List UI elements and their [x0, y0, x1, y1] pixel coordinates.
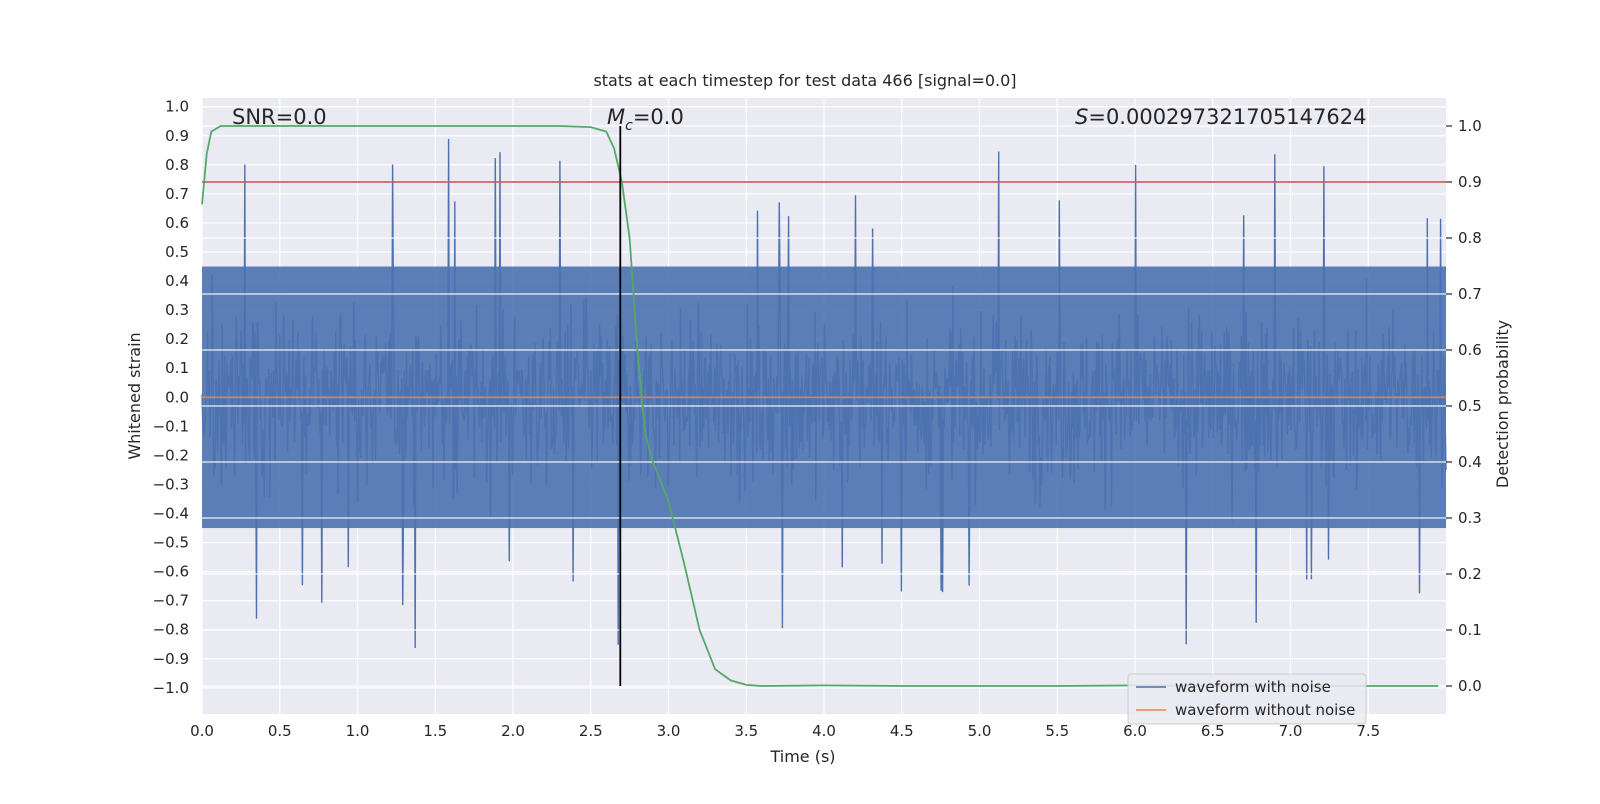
left-y-tick-label: −0.2 — [153, 446, 189, 464]
s-symbol: S — [1075, 105, 1088, 129]
left-y-tick-label: −0.8 — [153, 621, 189, 639]
left-y-tick-label: 0.4 — [165, 272, 189, 290]
x-tick-label: 2.0 — [501, 722, 525, 740]
left-y-tick-label: −0.9 — [153, 650, 189, 668]
left-y-tick-label: 0.5 — [165, 243, 189, 261]
left-y-tick-label: 0.6 — [165, 214, 189, 232]
left-y-tick-label: 0.9 — [165, 127, 189, 145]
left-y-tick-label: −0.7 — [153, 592, 189, 610]
x-tick-label: 1.0 — [346, 722, 370, 740]
legend: waveform with noise waveform without noi… — [1127, 673, 1367, 725]
x-tick-label: 3.5 — [734, 722, 758, 740]
legend-label-noise: waveform with noise — [1175, 678, 1331, 696]
right-y-tick-label: 1.0 — [1458, 117, 1482, 135]
s-value: =0.000297321705147624 — [1088, 105, 1366, 129]
left-y-axis-label: Whitened strain — [125, 332, 144, 459]
left-y-tick-label: −0.5 — [153, 534, 189, 552]
right-y-tick-label: 0.1 — [1458, 621, 1482, 639]
chirp-mass-subscript: c — [625, 118, 633, 134]
x-tick-label: 0.5 — [268, 722, 292, 740]
x-tick-label: 2.5 — [579, 722, 603, 740]
right-y-tick-label: 0.2 — [1458, 565, 1482, 583]
noise-trace — [201, 138, 1447, 649]
right-y-tick-label: 0.8 — [1458, 229, 1482, 247]
left-y-tick-label: 0.1 — [165, 359, 189, 377]
left-y-tick-label: 0.3 — [165, 301, 189, 319]
chirp-mass-annotation: Mc=0.0 — [607, 105, 684, 134]
snr-annotation: SNR=0.0 — [232, 105, 327, 129]
right-y-tick-label: 0.5 — [1458, 397, 1482, 415]
x-tick-label: 7.5 — [1356, 722, 1380, 740]
right-y-tick-label: 0.6 — [1458, 341, 1482, 359]
left-y-tick-label: 1.0 — [165, 98, 189, 116]
right-y-tick-label: 0.0 — [1458, 677, 1482, 695]
left-y-tick-label: 0.2 — [165, 330, 189, 348]
x-tick-label: 6.0 — [1123, 722, 1147, 740]
chirp-mass-value: =0.0 — [633, 105, 684, 129]
legend-box — [1127, 673, 1367, 725]
x-tick-label: 7.0 — [1279, 722, 1303, 740]
right-y-tick-label: 0.3 — [1458, 509, 1482, 527]
x-axis-label: Time (s) — [769, 747, 835, 766]
left-y-tick-label: −0.1 — [153, 417, 189, 435]
x-tick-label: 0.0 — [190, 722, 214, 740]
chart-title: stats at each timestep for test data 466… — [593, 71, 1016, 90]
x-tick-label: 1.5 — [423, 722, 447, 740]
chirp-mass-symbol: M — [607, 105, 625, 129]
series-detection-probability — [201, 125, 1439, 687]
left-y-tick-label: −1.0 — [153, 679, 189, 697]
left-y-tick-label: 0.0 — [165, 388, 189, 406]
x-tick-label: 4.5 — [890, 722, 914, 740]
s-annotation: S=0.000297321705147624 — [1075, 105, 1366, 129]
right-y-tick-label: 0.4 — [1458, 453, 1482, 471]
x-tick-label: 4.0 — [812, 722, 836, 740]
x-tick-label: 5.0 — [968, 722, 992, 740]
right-y-tick-label: 0.7 — [1458, 285, 1482, 303]
right-y-axis-label: Detection probability — [1493, 320, 1512, 488]
right-y-tick-label: 0.9 — [1458, 173, 1482, 191]
legend-label-clean: waveform without noise — [1175, 701, 1355, 719]
left-y-tick-label: 0.8 — [165, 156, 189, 174]
left-y-tick-label: 0.7 — [165, 185, 189, 203]
left-y-axis-ticks: 1.0 0.9 0.8 0.7 0.6 0.5 0.4 0.3 0.2 0.1 0.0 −0.1 −0.… — [153, 98, 189, 697]
left-y-tick-label: −0.3 — [153, 475, 189, 493]
x-tick-label: 6.5 — [1201, 722, 1225, 740]
left-y-tick-label: −0.6 — [153, 563, 189, 581]
x-tick-label: 3.0 — [657, 722, 681, 740]
right-y-axis-ticks: 1.0 0.9 0.8 0.7 0.6 0.5 0.4 0.3 0.2 0.1 0.0 — [1446, 117, 1482, 695]
left-y-tick-label: −0.4 — [153, 505, 189, 523]
x-tick-label: 5.5 — [1045, 722, 1069, 740]
x-axis-ticks: 0.0 0.5 1.0 1.5 2.0 2.5 3.0 3.5 4.0 4.5 5.0 5.5 6.0 6… — [190, 722, 1380, 740]
